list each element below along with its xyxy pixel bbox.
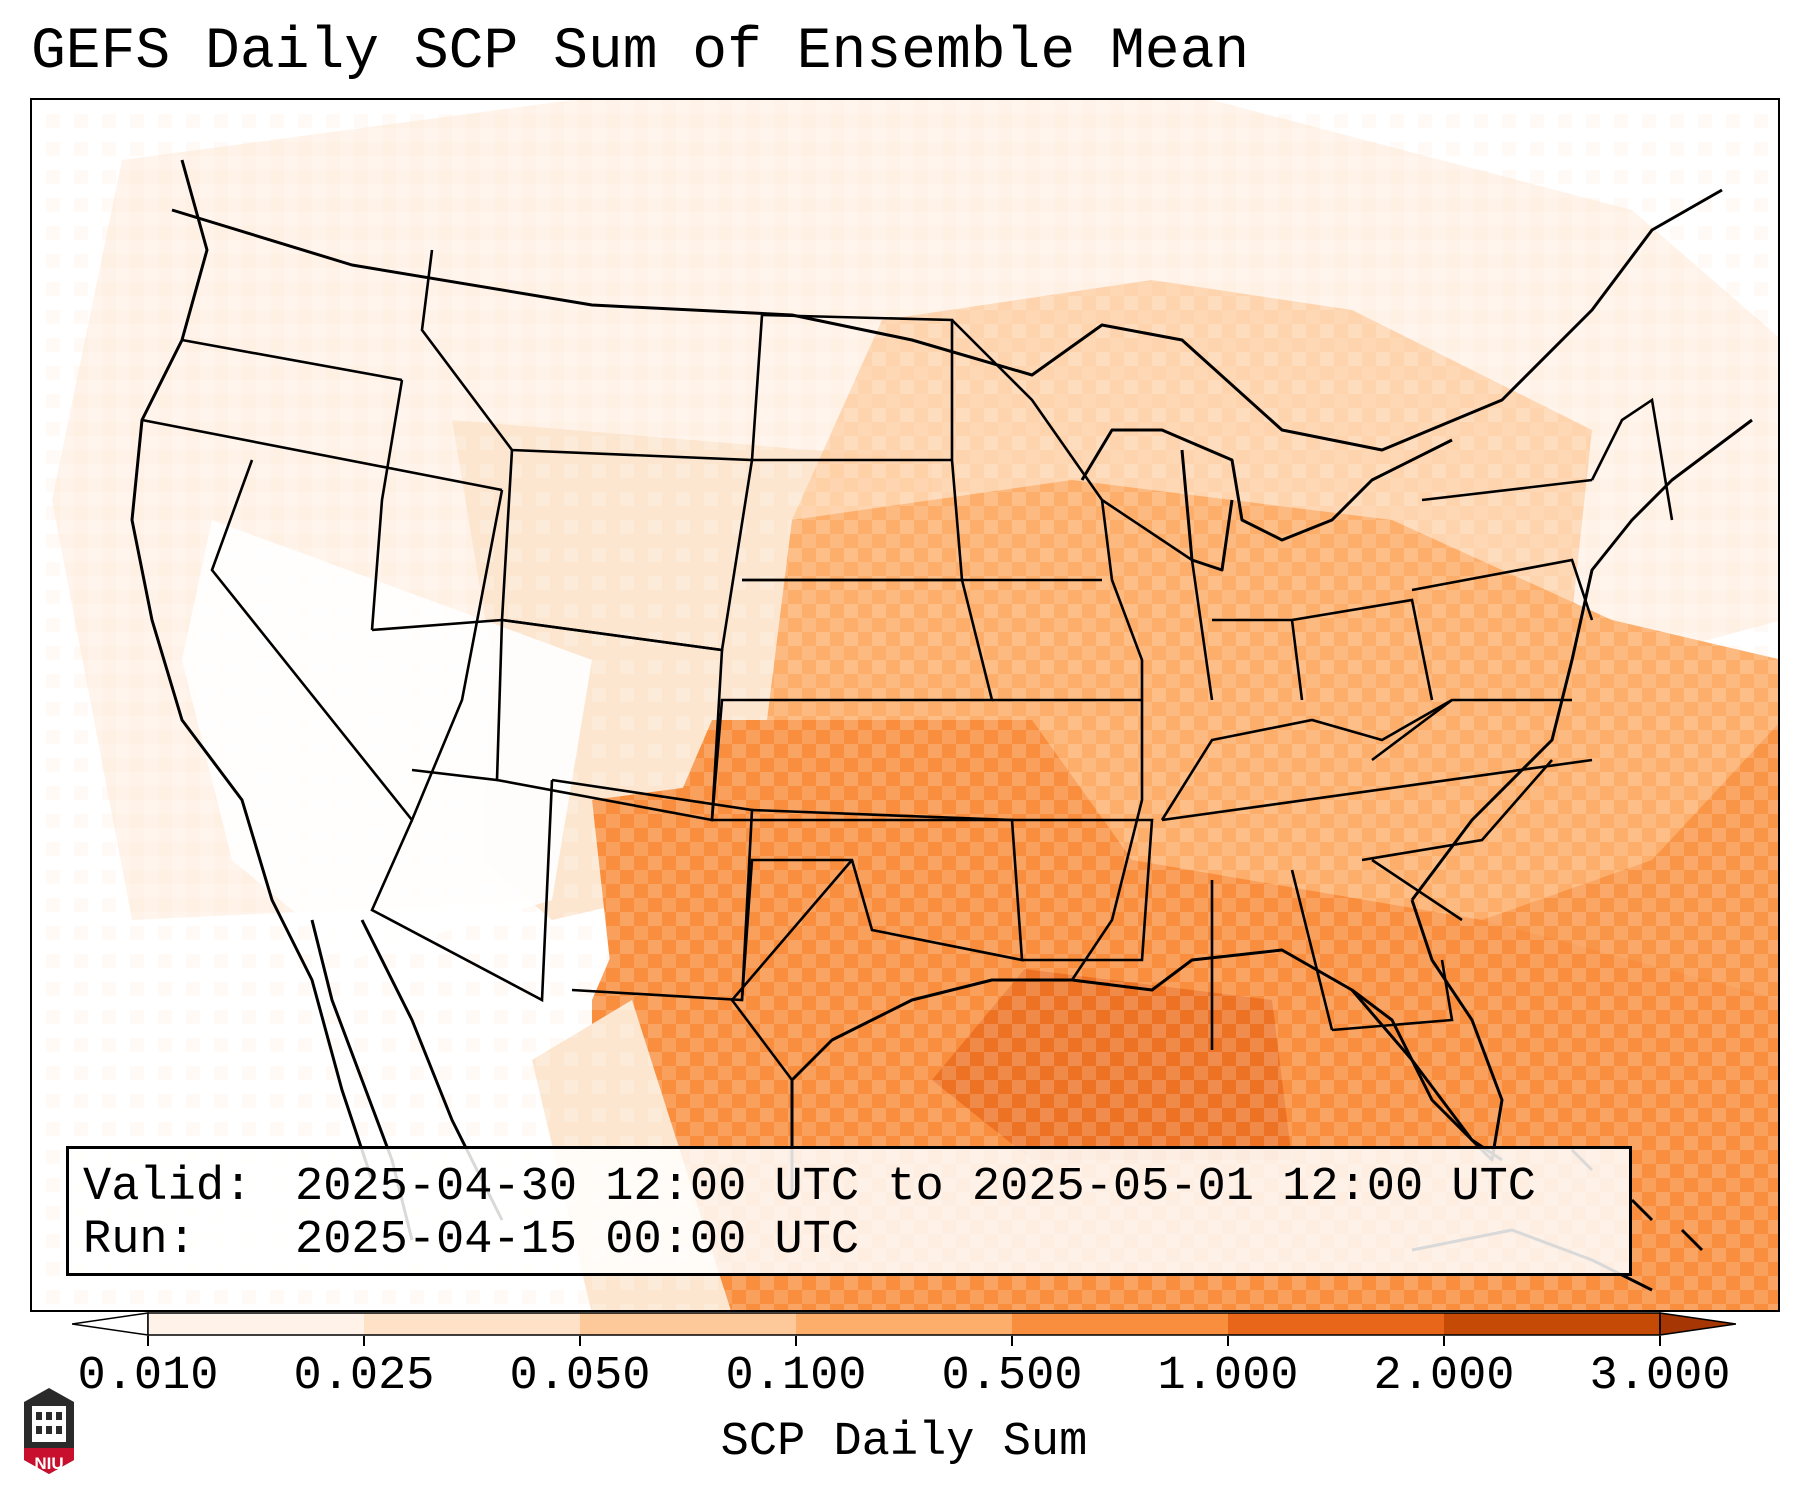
kentucky-border xyxy=(1160,698,1453,821)
new-england-border xyxy=(1590,397,1674,521)
great-lakes xyxy=(1080,428,1453,572)
colorbar-ticks xyxy=(147,1336,1661,1346)
florida-peninsula xyxy=(1351,899,1504,1162)
colorado-border xyxy=(496,618,724,822)
midwest-borders xyxy=(1101,498,1434,701)
valid-run-info-box: Valid: 2025-04-30 12:00 UTC to 2025-05-01… xyxy=(66,1146,1632,1276)
map-title: GEFS Daily SCP Sum of Ensemble Mean xyxy=(31,20,1250,85)
valid-row: Valid: 2025-04-30 12:00 UTC to 2025-05-01… xyxy=(83,1161,1615,1214)
colorbar-outline xyxy=(147,1312,1661,1336)
state-borders xyxy=(141,249,1674,1081)
iowa-mo-border xyxy=(962,578,1142,702)
colorbar-tick-label: 0.500 xyxy=(941,1350,1083,1403)
virginia-border xyxy=(1371,698,1572,762)
or-ca-nv-border xyxy=(141,418,503,492)
niu-logo: NIU xyxy=(20,1386,78,1478)
niu-logo-text: NIU xyxy=(34,1454,64,1473)
us-canada-border xyxy=(171,188,1723,452)
idaho-border xyxy=(370,379,404,631)
colorbar-tick-label: 0.050 xyxy=(509,1350,651,1403)
colorbar-label: SCP Daily Sum xyxy=(720,1416,1088,1469)
colorbar-segment xyxy=(148,1313,365,1335)
arizona-border xyxy=(370,779,554,1003)
mississippi-river xyxy=(951,319,1144,981)
niu-logo-icon xyxy=(24,1388,74,1474)
shade-west-clear xyxy=(182,520,592,960)
map-panel xyxy=(30,98,1780,1312)
colorbar-tick-label: 0.100 xyxy=(725,1350,867,1403)
colorbar-tick-label: 3.000 xyxy=(1589,1350,1731,1403)
pa-ny-border xyxy=(1411,478,1594,621)
colorbar-segment xyxy=(1012,1313,1229,1335)
carolinas-border xyxy=(1361,759,1553,862)
colorbar-tick-label: 0.010 xyxy=(77,1350,219,1403)
run-value: 2025-04-15 00:00 UTC xyxy=(295,1214,860,1267)
tennessee-border xyxy=(1161,758,1593,822)
colorbar-tick-label: 2.000 xyxy=(1373,1350,1515,1403)
colorbar-segment xyxy=(796,1313,1013,1335)
valid-label: Valid: xyxy=(83,1161,253,1214)
valid-value: 2025-04-30 12:00 UTC to 2025-05-01 12:00… xyxy=(295,1161,1537,1214)
scp-shading xyxy=(32,100,1778,1310)
colorbar-tick-label: 0.025 xyxy=(293,1350,435,1403)
southeast-borders xyxy=(1210,858,1463,1050)
nebraska-kansas-border xyxy=(710,578,1012,822)
colorbar xyxy=(72,1312,1736,1336)
run-label: Run: xyxy=(83,1214,196,1267)
colorbar-segment xyxy=(580,1313,797,1335)
west-coast xyxy=(130,159,374,1181)
wa-or-border xyxy=(181,338,403,382)
colorbar-segment xyxy=(364,1313,581,1335)
colorbar-segment xyxy=(1444,1313,1661,1335)
colorbar-tick-label: 1.000 xyxy=(1157,1350,1299,1403)
utah-az-border xyxy=(371,618,504,782)
scp-map xyxy=(32,100,1778,1310)
colorbar-over-arrow xyxy=(1659,1312,1736,1336)
arkansas-border xyxy=(1012,818,1154,962)
new-mexico-border xyxy=(551,778,754,1002)
colorbar-segment xyxy=(1228,1313,1445,1335)
colorbar-under-arrow xyxy=(72,1312,149,1336)
run-row: Run: 2025-04-15 00:00 UTC xyxy=(83,1214,1615,1267)
